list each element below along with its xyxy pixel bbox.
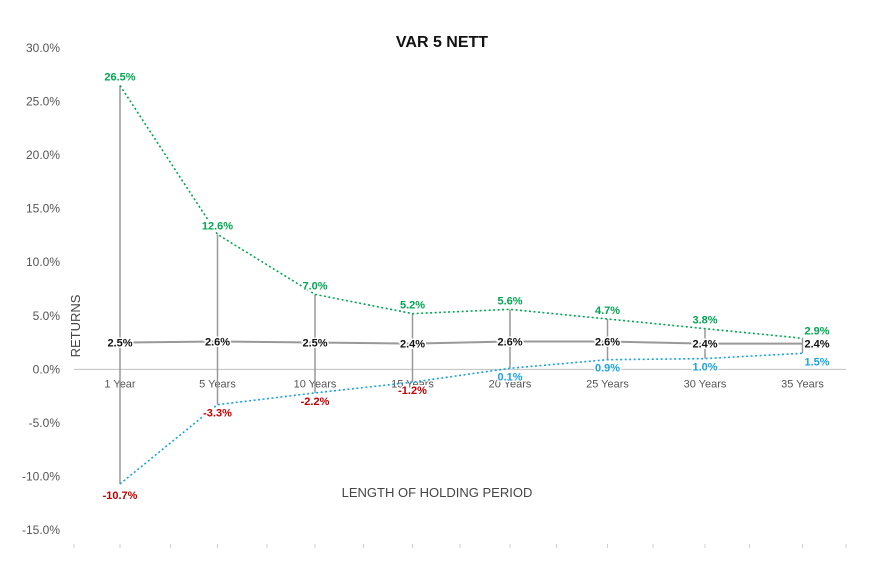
data-label-max: 5.6% bbox=[497, 295, 522, 307]
x-tick-label: 20 Years bbox=[489, 378, 532, 390]
axes-layer: 30.0% 25.0% 20.0% 15.0% 10.0% 5.0% 0.0% -5.0% -1… bbox=[22, 41, 847, 548]
y-tick-label: 0.0% bbox=[33, 362, 61, 376]
data-label-average: 2.6% bbox=[595, 336, 620, 348]
data-label-min: 0.1% bbox=[497, 371, 522, 383]
data-labels-layer: 26.5% 12.6% 7.0% 5.2% 5.6% 4.7% 3.8% 2.9% 2.5% 2.… bbox=[101, 70, 831, 503]
data-label-average: 2.5% bbox=[302, 338, 327, 350]
y-tick-label: 20.0% bbox=[26, 148, 60, 162]
series-line-average bbox=[119, 340, 803, 345]
data-label-average: 2.6% bbox=[497, 336, 522, 348]
y-tick-label: 10.0% bbox=[26, 255, 60, 269]
y-axis-title: RETURNS bbox=[68, 294, 83, 357]
y-tick-label: -10.0% bbox=[22, 469, 60, 483]
series-line-min bbox=[119, 352, 803, 485]
series-line-max bbox=[119, 85, 803, 340]
data-label-min: -1.2% bbox=[398, 385, 427, 397]
y-tick-label: 25.0% bbox=[26, 95, 60, 109]
series-layer bbox=[119, 85, 803, 485]
data-label-max: 3.8% bbox=[692, 315, 717, 327]
data-label-average: 2.4% bbox=[692, 339, 717, 351]
data-label-min: -10.7% bbox=[103, 490, 138, 502]
y-tick-label: 5.0% bbox=[33, 309, 61, 323]
data-label-min: 1.0% bbox=[692, 362, 717, 374]
y-tick-label: 15.0% bbox=[26, 202, 60, 216]
y-tick-label: -15.0% bbox=[22, 523, 60, 537]
data-label-min: -3.3% bbox=[203, 408, 232, 420]
y-tick-label: -5.0% bbox=[29, 416, 61, 430]
data-label-average: 2.4% bbox=[400, 339, 425, 351]
x-tick-label: 25 Years bbox=[586, 378, 629, 390]
data-label-max: 7.0% bbox=[302, 280, 327, 292]
data-label-max: 2.9% bbox=[805, 325, 830, 337]
range-bars-layer bbox=[119, 85, 804, 484]
data-label-average: 2.6% bbox=[205, 336, 230, 348]
data-label-max: 4.7% bbox=[595, 305, 620, 317]
data-label-average: 2.5% bbox=[107, 338, 132, 350]
data-label-average: 2.4% bbox=[805, 339, 830, 351]
data-label-max: 5.2% bbox=[400, 300, 425, 312]
data-label-min: 1.5% bbox=[805, 356, 830, 368]
data-label-max: 26.5% bbox=[104, 71, 135, 83]
x-tick-label: 30 Years bbox=[684, 378, 727, 390]
y-tick-label: 30.0% bbox=[26, 41, 60, 55]
x-axis-title: LENGTH OF HOLDING PERIOD bbox=[342, 485, 533, 500]
x-tick-label: 35 Years bbox=[781, 378, 824, 390]
data-label-min: 0.9% bbox=[595, 363, 620, 375]
data-label-max: 12.6% bbox=[202, 220, 233, 232]
data-label-min: -2.2% bbox=[301, 396, 330, 408]
chart-title: VAR 5 NETT bbox=[396, 34, 488, 51]
